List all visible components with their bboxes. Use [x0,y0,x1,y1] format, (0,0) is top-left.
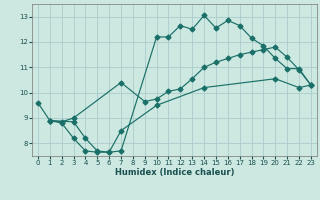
X-axis label: Humidex (Indice chaleur): Humidex (Indice chaleur) [115,168,234,177]
